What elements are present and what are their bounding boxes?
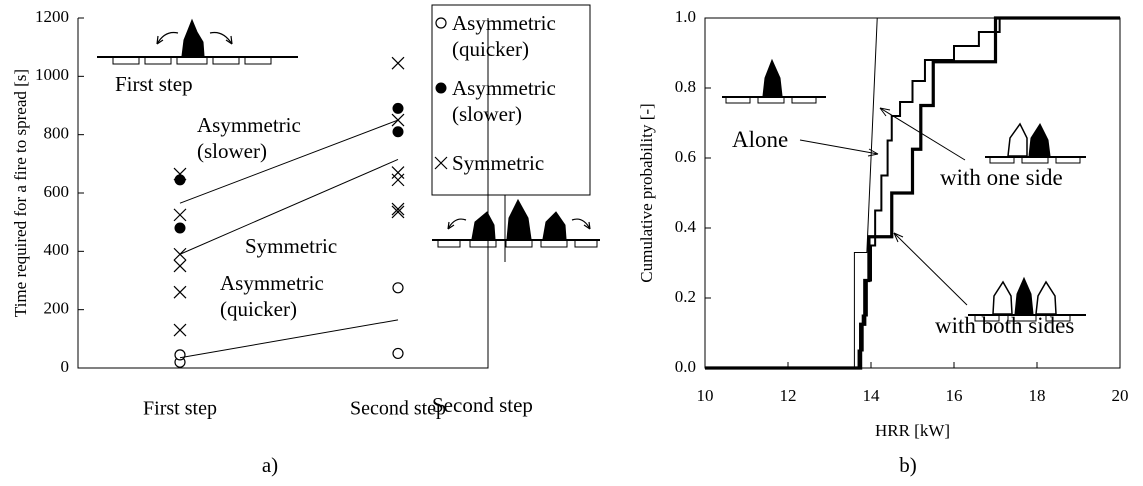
y-tick-label: 400 xyxy=(44,240,70,259)
x-tick-label: 12 xyxy=(780,386,797,405)
one-side-icon xyxy=(985,122,1086,164)
point xyxy=(392,347,404,360)
series-label: Alone xyxy=(732,127,789,152)
legend-marker xyxy=(435,82,447,94)
y-tick-label: 0 xyxy=(61,357,70,376)
y-tick-label: 600 xyxy=(44,182,70,201)
annotation: Symmetric xyxy=(245,234,338,258)
annotation: Asymmetric (slower) xyxy=(197,113,301,163)
y-tick-label: 1000 xyxy=(35,65,69,84)
y-tick-label: 1200 xyxy=(35,7,69,26)
x-tick-label: First step xyxy=(143,398,217,420)
point xyxy=(391,56,405,70)
point xyxy=(173,167,187,181)
point xyxy=(174,174,186,186)
point xyxy=(173,259,187,273)
x-axis-label: HRR [kW] xyxy=(875,421,950,440)
point xyxy=(392,102,404,114)
series-label: with one side xyxy=(940,165,1063,190)
y-axis-label: Time required for a fire to spread [s] xyxy=(11,69,30,317)
trend-line xyxy=(179,158,399,255)
annotation-arrows xyxy=(799,107,968,306)
y-tick-label: 800 xyxy=(44,124,70,143)
series-label: with both sides xyxy=(935,313,1075,338)
series-line xyxy=(705,16,1120,370)
y-tick-label: 0.4 xyxy=(675,217,697,236)
point xyxy=(391,205,405,219)
legend-marker xyxy=(434,156,448,170)
trend-line xyxy=(179,119,399,204)
x-tick-label: 20 xyxy=(1112,386,1129,405)
legend-label: Asymmetric (slower) xyxy=(452,76,556,126)
point xyxy=(391,113,405,127)
annotation: Asymmetric (quicker) xyxy=(220,271,324,321)
first-step-icon xyxy=(97,18,298,65)
both-sides-icon xyxy=(968,276,1086,322)
point xyxy=(173,323,187,337)
legend-box xyxy=(431,4,591,196)
x-tick-label: 16 xyxy=(946,386,963,405)
y-tick-label: 200 xyxy=(44,299,70,318)
point xyxy=(391,173,405,187)
second-step-icon xyxy=(432,198,600,248)
point xyxy=(392,126,404,138)
y-tick-label: 0.8 xyxy=(675,77,696,96)
y-axis-label: Cumulative probability [-] xyxy=(637,103,656,282)
annotation: Second step xyxy=(432,393,533,417)
trend-line xyxy=(179,319,399,359)
annotation: First step xyxy=(115,72,193,96)
caption: b) xyxy=(899,453,917,477)
point xyxy=(174,222,186,234)
point xyxy=(391,202,405,216)
x-tick-label: Second step xyxy=(350,398,446,420)
y-tick-label: 0.6 xyxy=(675,147,696,166)
legend-label: Asymmetric (quicker) xyxy=(452,11,556,61)
point xyxy=(392,282,404,294)
point xyxy=(174,349,186,361)
caption: a) xyxy=(262,453,278,477)
point xyxy=(173,285,187,299)
legend-marker xyxy=(435,17,447,29)
point xyxy=(173,208,187,222)
alone-icon xyxy=(722,58,826,104)
x-tick-label: 18 xyxy=(1029,386,1046,405)
point xyxy=(391,166,405,180)
y-tick-label: 0.2 xyxy=(675,287,696,306)
x-tick-label: 10 xyxy=(697,386,714,405)
legend-label: Symmetric xyxy=(452,151,545,175)
y-tick-label: 0.0 xyxy=(675,357,696,376)
y-tick-label: 1.0 xyxy=(675,7,696,26)
x-tick-label: 14 xyxy=(863,386,881,405)
